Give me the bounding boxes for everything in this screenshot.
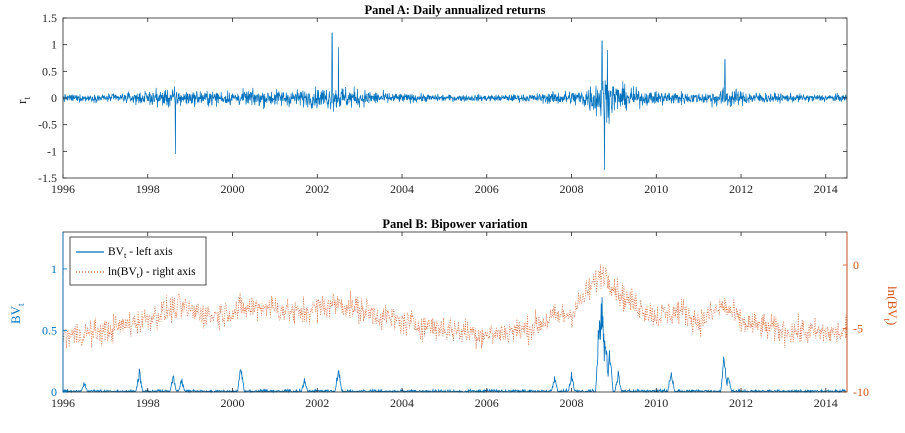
panel-a-y-label-subscript: t	[22, 97, 32, 100]
panel-b-chart: Panel B: Bipower variation 1996 1998 2000 2…	[8, 217, 900, 410]
panel-a-y-tick-label: 1	[51, 38, 57, 52]
panel-b-left-y-label-subscript: t	[16, 303, 26, 306]
panel-a-y-tick-label: 0.5	[42, 64, 57, 78]
panel-a-x-tick-label: 2004	[390, 182, 414, 196]
panel-a-y-tick-label: 1.5	[42, 11, 57, 25]
panel-b-left-y-axis-label: BVt	[8, 303, 26, 324]
legend-bv-subscript: t	[124, 250, 127, 260]
panel-b-x-tick-label: 2014	[814, 396, 838, 410]
panel-a-x-tick-label: 2002	[305, 182, 329, 196]
panel-b-x-tick-label: 2006	[475, 396, 499, 410]
panel-b-right-y-tick-label: 0	[853, 258, 859, 272]
panel-a-plot-area	[62, 32, 848, 171]
panel-a-y-tick-label: -1	[47, 144, 57, 158]
panel-a-x-tick-label: 2014	[814, 182, 838, 196]
panel-b-y-tick-label: 1	[51, 262, 57, 276]
panel-b-axes: 1996 1998 2000 2002 2004 2006 2008 2010 2012 2014…	[42, 231, 869, 410]
panel-a-x-tick-label: 2006	[475, 182, 499, 196]
panel-b-x-tick-label: 2004	[390, 396, 414, 410]
panel-b-right-y-label-main: ln(BV	[885, 286, 900, 319]
panel-a-x-tick-label: 1998	[136, 182, 160, 196]
panel-a-y-tick-label: -0.5	[38, 118, 57, 132]
panel-a-y-tick-label: -1.5	[38, 171, 57, 185]
panel-b-x-tick-label: 2008	[560, 396, 584, 410]
panel-b-y-tick-label: 0	[51, 385, 57, 399]
panel-a-y-axis-label: rt	[14, 97, 32, 104]
panel-b-x-tick-label: 2000	[221, 396, 245, 410]
legend-bv-main: BV	[108, 246, 125, 258]
legend-bv-rest: - left axis	[126, 246, 173, 258]
panel-b-x-tick-label: 1998	[136, 396, 160, 410]
panel-b-right-y-label-close: )	[885, 321, 900, 325]
panel-a-x-tick-label: 2012	[729, 182, 753, 196]
panel-b-title: Panel B: Bipower variation	[382, 217, 527, 231]
panel-a-axes: 1996 1998 2000 2002 2004 2006 2008 2010 2012 2014…	[38, 11, 848, 196]
legend-ln-bv-subscript: t	[137, 270, 140, 280]
panel-b-right-y-label-subscript: t	[882, 319, 892, 322]
panel-b-x-tick-label: 2002	[305, 396, 329, 410]
legend-box	[69, 236, 207, 286]
panel-b-x-tick-label: 2012	[729, 396, 753, 410]
legend-ln-bv-main: ln(BV	[108, 266, 137, 278]
panel-a-chart: Panel A: Daily annualized returns 1996 19…	[14, 3, 848, 196]
panel-b-x-tick-label: 1996	[51, 396, 75, 410]
panel-a-x-tick-label: 2010	[644, 182, 668, 196]
returns-series-line	[62, 32, 848, 171]
panel-a-x-tick-label: 1996	[51, 182, 75, 196]
panel-b-right-y-tick-label: -5	[853, 322, 863, 336]
legend-ln-bv-rest: ) - right axis	[139, 266, 196, 278]
panel-b-plot-area	[62, 264, 848, 394]
legend-label-bv: BVt - left axis	[108, 246, 173, 260]
panel-a-title: Panel A: Daily annualized returns	[364, 3, 545, 17]
ln-bv-series-line	[62, 264, 848, 350]
panel-a-y-tick-label: 0	[51, 91, 57, 105]
panel-b-y-tick-label: 0.5	[42, 323, 57, 337]
panel-a-x-tick-label: 2000	[221, 182, 245, 196]
panel-b-left-y-label-main: BV	[8, 305, 23, 324]
legend: BVt - left axis ln(BVt) - right axis	[69, 236, 207, 286]
panel-b-right-y-tick-label: -10	[853, 385, 869, 399]
panel-b-x-tick-label: 2010	[644, 396, 668, 410]
bv-series-line	[62, 297, 848, 394]
panel-a-x-tick-label: 2008	[560, 182, 584, 196]
panel-b-right-y-axis-label: ln(BVt)	[882, 286, 900, 325]
panel-a-y-label-main: r	[14, 99, 29, 104]
legend-label-ln-bv: ln(BVt) - right axis	[108, 266, 196, 280]
